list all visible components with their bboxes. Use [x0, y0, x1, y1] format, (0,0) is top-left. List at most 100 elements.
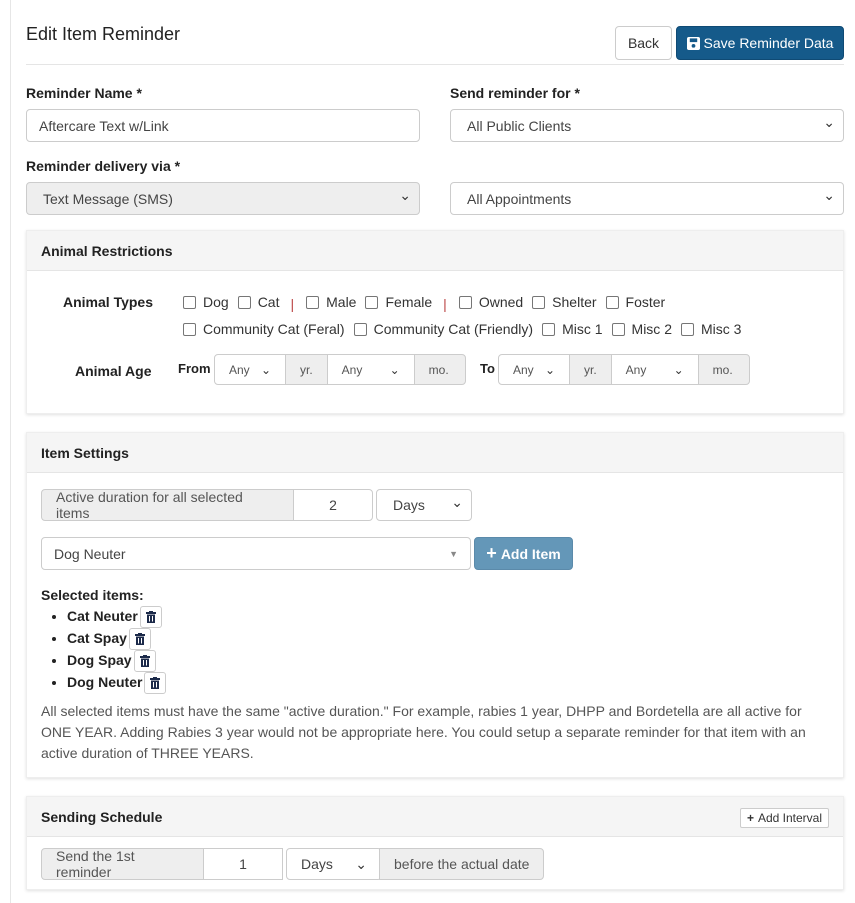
- duration-group: Active duration for all selected items 2: [41, 489, 373, 521]
- animal-restrictions-card: Animal Restrictions Animal Types Dog Cat |…: [26, 230, 844, 414]
- checkbox-label: Female: [385, 294, 433, 310]
- mo-addon: mo.: [697, 354, 750, 385]
- animal-age-label: Animal Age: [75, 363, 152, 379]
- checkbox-label: Owned: [478, 294, 524, 310]
- sending-schedule-card: Sending Schedule + Add Interval Send the …: [26, 796, 844, 890]
- checkbox-label: Foster: [625, 294, 666, 310]
- add-interval-button[interactable]: + Add Interval: [740, 808, 829, 828]
- from-years-select[interactable]: Any: [214, 354, 286, 385]
- checkbox-icon[interactable]: [542, 322, 556, 336]
- selected-item: Cat Neuter: [67, 605, 166, 629]
- remove-item-button[interactable]: [144, 672, 167, 695]
- selected-item: Cat Spay: [67, 627, 166, 651]
- checkbox-icon[interactable]: [237, 295, 251, 309]
- animal-type-checkbox[interactable]: Male: [306, 294, 356, 310]
- remove-item-button[interactable]: [128, 628, 151, 651]
- animal-type-checkbox[interactable]: Misc 3: [680, 321, 742, 337]
- selected-items-list: Cat Neuter Cat Spay Dog Spay Dog Neuter: [27, 605, 167, 695]
- floppy-disk-icon: [686, 36, 700, 50]
- back-label: Back: [627, 35, 660, 51]
- plus-icon: +: [486, 543, 497, 563]
- save-reminder-button[interactable]: Save Reminder Data: [676, 26, 844, 60]
- animal-type-checkbox[interactable]: Foster: [605, 294, 666, 310]
- appointments-select[interactable]: All Appointments: [450, 182, 844, 215]
- animal-types-row1: Dog Cat | Male Female | Owned Shelter Foster: [183, 294, 674, 312]
- selected-item-name: Cat Spay: [67, 630, 127, 646]
- yr-addon: yr.: [285, 354, 328, 385]
- send-for-select[interactable]: All Public Clients: [450, 109, 844, 142]
- send-for-label: Send reminder for *: [450, 85, 580, 101]
- schedule-value-input[interactable]: 1: [203, 848, 283, 880]
- plus-icon: +: [746, 811, 754, 825]
- item-settings-title: Item Settings: [27, 433, 843, 473]
- animal-type-checkbox[interactable]: Cat: [237, 294, 280, 310]
- reminder-name-input[interactable]: Aftercare Text w/Link: [26, 109, 420, 142]
- item-select-value: Dog Neuter: [54, 545, 126, 562]
- remove-item-button[interactable]: [133, 650, 156, 673]
- to-years-select[interactable]: Any: [498, 354, 570, 385]
- item-select[interactable]: Dog Neuter ▼: [41, 537, 471, 570]
- animal-type-checkbox[interactable]: Community Cat (Friendly): [353, 321, 534, 337]
- checkbox-icon[interactable]: [365, 295, 379, 309]
- animal-type-checkbox[interactable]: Dog: [183, 294, 229, 310]
- checkbox-icon[interactable]: [183, 322, 196, 336]
- checkbox-label: Misc 2: [631, 321, 672, 337]
- selected-items-label: Selected items:: [41, 587, 144, 603]
- page-border: [10, 0, 11, 903]
- checkbox-icon[interactable]: [611, 322, 625, 336]
- checkbox-label: Misc 3: [700, 321, 742, 337]
- checkbox-icon[interactable]: [532, 295, 546, 309]
- trash-icon: [134, 633, 145, 646]
- add-item-label: Add Item: [500, 545, 561, 562]
- from-months-select[interactable]: Any: [326, 354, 415, 385]
- selected-item: Dog Spay: [67, 649, 166, 673]
- animal-type-checkbox[interactable]: Female: [365, 294, 432, 310]
- checkbox-label: Cat: [257, 294, 280, 310]
- checkbox-icon[interactable]: [306, 295, 320, 309]
- checkbox-label: Shelter: [552, 294, 597, 310]
- from-label: From: [178, 361, 211, 376]
- selected-item-name: Cat Neuter: [67, 608, 138, 624]
- checkbox-label: Community Cat (Friendly): [373, 321, 534, 337]
- add-item-button[interactable]: + Add Item: [474, 537, 573, 570]
- checkbox-icon[interactable]: [183, 295, 196, 309]
- checkbox-icon[interactable]: [458, 295, 472, 309]
- schedule-group: Send the 1st reminder 1 Days before the …: [41, 848, 545, 880]
- send-label: Send the 1st reminder: [41, 848, 204, 880]
- duration-note: All selected items must have the same "a…: [41, 703, 806, 761]
- from-age-group: Any yr. Any mo.: [214, 354, 466, 385]
- animal-type-checkbox[interactable]: Misc 1: [542, 321, 603, 337]
- page-title: Edit Item Reminder: [26, 24, 181, 44]
- checkbox-label: Male: [326, 294, 357, 310]
- mo-addon: mo.: [413, 354, 466, 385]
- duration-unit-select[interactable]: Days: [376, 489, 472, 521]
- checkbox-label: Dog: [203, 294, 229, 310]
- trash-icon: [145, 611, 156, 624]
- yr-addon: yr.: [569, 354, 612, 385]
- checkbox-icon[interactable]: [605, 295, 619, 309]
- add-interval-label: Add Interval: [757, 811, 823, 825]
- selected-item: Dog Neuter: [67, 671, 167, 695]
- to-months-select[interactable]: Any: [610, 354, 699, 385]
- delivery-select[interactable]: Text Message (SMS): [26, 182, 420, 215]
- animal-type-checkbox[interactable]: Owned: [458, 294, 524, 310]
- animal-types-row2: Community Cat (Feral) Community Cat (Frie…: [183, 321, 750, 339]
- to-label: To: [480, 361, 495, 376]
- animal-type-checkbox[interactable]: Misc 2: [611, 321, 672, 337]
- animal-type-checkbox[interactable]: Shelter: [532, 294, 597, 310]
- delivery-label: Reminder delivery via *: [26, 158, 181, 174]
- separator: |: [290, 295, 295, 312]
- trash-icon: [139, 655, 150, 668]
- remove-item-button[interactable]: [139, 606, 162, 629]
- checkbox-label: Community Cat (Feral): [203, 321, 345, 337]
- duration-input[interactable]: 2: [293, 489, 373, 521]
- checkbox-icon[interactable]: [353, 322, 367, 336]
- back-button[interactable]: Back: [615, 26, 672, 60]
- divider: [26, 64, 844, 65]
- animal-type-checkbox[interactable]: Community Cat (Feral): [183, 321, 345, 337]
- checkbox-icon[interactable]: [680, 322, 694, 336]
- animal-types-label: Animal Types: [63, 294, 153, 310]
- sending-schedule-title: Sending Schedule: [27, 797, 843, 837]
- selected-item-name: Dog Spay: [67, 652, 132, 668]
- schedule-unit-select[interactable]: Days: [286, 848, 382, 880]
